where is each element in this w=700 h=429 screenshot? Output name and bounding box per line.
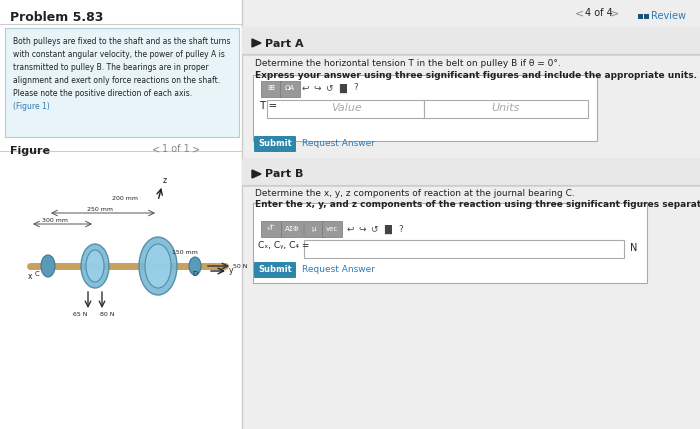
Text: alignment and exert only force reactions on the shaft.: alignment and exert only force reactions… [13,76,220,85]
Text: Request Answer: Request Answer [302,139,375,148]
Text: Please note the positive direction of each axis.: Please note the positive direction of ea… [13,89,192,98]
Text: ↪: ↪ [314,84,321,93]
Polygon shape [252,170,261,178]
Text: ΩA: ΩA [285,85,295,91]
Text: 80 N: 80 N [99,312,114,317]
Text: 200 mm: 200 mm [112,196,138,201]
Text: Submit: Submit [258,265,292,274]
Text: Part A: Part A [265,39,304,49]
Text: N: N [630,243,638,253]
Text: 250 mm: 250 mm [87,207,113,212]
Text: <: < [152,144,160,154]
Text: ?: ? [354,84,358,93]
Text: ↩: ↩ [301,84,309,93]
FancyBboxPatch shape [254,262,296,278]
Text: ↺: ↺ [326,84,332,93]
Text: Determine the x, y, z components of reaction at the journal bearing C.: Determine the x, y, z components of reac… [255,189,575,198]
FancyBboxPatch shape [253,75,597,141]
Text: 150 mm: 150 mm [172,250,198,255]
Text: >: > [610,8,620,18]
Text: Problem 5.83: Problem 5.83 [10,11,104,24]
Text: 65 N: 65 N [73,312,88,317]
FancyBboxPatch shape [304,240,624,258]
Text: <: < [575,8,584,18]
Text: Both pulleys are fixed to the shaft and as the shaft turns: Both pulleys are fixed to the shaft and … [13,37,230,46]
Ellipse shape [41,255,55,277]
FancyBboxPatch shape [304,221,324,237]
Text: ↩: ↩ [346,224,354,233]
Ellipse shape [189,257,201,275]
Bar [644,14,649,19]
Text: Figure: Figure [10,146,50,156]
Text: D: D [192,271,197,277]
Text: Review: Review [651,11,686,21]
FancyBboxPatch shape [267,100,424,118]
Text: y: y [229,266,234,275]
Text: Enter the x, y, and z components of the reaction using three significant figures: Enter the x, y, and z components of the … [255,200,700,209]
FancyBboxPatch shape [242,27,700,54]
FancyBboxPatch shape [242,0,700,429]
Text: √Γ: √Γ [267,226,275,232]
Ellipse shape [81,244,109,288]
Text: Part B: Part B [265,169,303,179]
Text: Request Answer: Request Answer [302,265,375,274]
Text: ΑΣΦ: ΑΣΦ [285,226,300,232]
Text: Value: Value [330,103,361,113]
Text: vec: vec [326,226,338,232]
Text: ↪: ↪ [358,224,365,233]
FancyBboxPatch shape [261,81,281,97]
Text: transmitted to pulley B. The bearings are in proper: transmitted to pulley B. The bearings ar… [13,63,209,72]
Text: x: x [28,272,32,281]
Text: Determine the horizontal tension T in the belt on pulley B if θ = 0°.: Determine the horizontal tension T in th… [255,59,561,68]
Text: μ: μ [312,226,316,232]
Polygon shape [252,39,261,47]
Ellipse shape [86,250,104,282]
Text: ↺: ↺ [370,224,378,233]
Text: T =: T = [259,101,277,111]
Text: C: C [35,271,40,277]
FancyBboxPatch shape [0,0,242,429]
Text: 50 N: 50 N [233,264,248,269]
Text: ?: ? [398,224,403,233]
FancyBboxPatch shape [261,221,281,237]
FancyBboxPatch shape [280,81,300,97]
Text: █: █ [340,83,346,93]
FancyBboxPatch shape [242,159,700,185]
FancyBboxPatch shape [254,136,296,152]
FancyBboxPatch shape [424,100,588,118]
FancyBboxPatch shape [253,203,647,283]
Text: Units: Units [492,103,520,113]
FancyBboxPatch shape [322,221,342,237]
Text: Cₓ, Cᵧ, C₄ =: Cₓ, Cᵧ, C₄ = [258,241,309,250]
Text: 4 of 4: 4 of 4 [585,8,612,18]
Text: Express your answer using three significant figures and include the appropriate : Express your answer using three signific… [255,71,697,80]
Text: Submit: Submit [258,139,292,148]
FancyBboxPatch shape [5,28,239,137]
Text: with constant angular velocity, the power of pulley A is: with constant angular velocity, the powe… [13,50,225,59]
Ellipse shape [139,237,177,295]
Bar [638,14,643,19]
Text: z: z [163,176,167,185]
Ellipse shape [145,244,171,288]
Text: 300 mm: 300 mm [42,218,68,223]
Text: (Figure 1): (Figure 1) [13,102,50,111]
Text: >: > [192,144,200,154]
Text: 1 of 1: 1 of 1 [162,144,190,154]
Text: █: █ [384,224,391,233]
Text: ⊞: ⊞ [267,84,274,93]
FancyBboxPatch shape [281,221,303,237]
